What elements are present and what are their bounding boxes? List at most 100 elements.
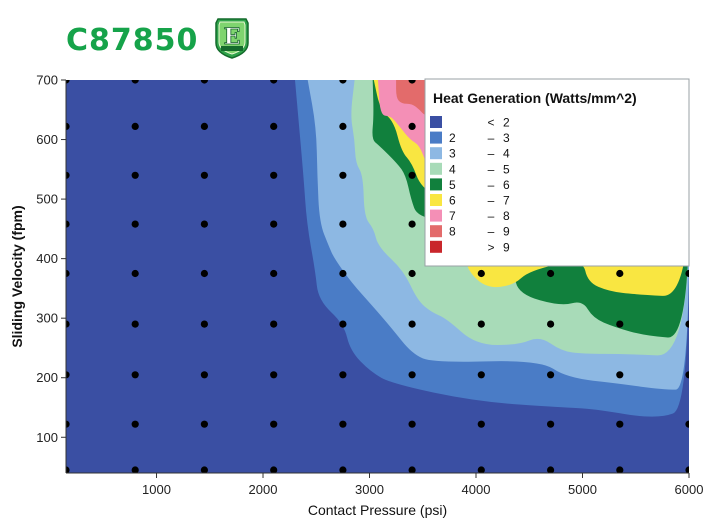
legend-lower-bound: 2 [449,131,456,145]
legend-swatch [430,240,442,253]
brand-name: C87850 [66,23,199,58]
y-axis-title: Sliding Velocity (fpm) [9,205,25,347]
sample-point [66,269,70,278]
y-tick-label: 500 [36,192,58,207]
legend-upper-bound: 9 [503,225,510,239]
sample-point [270,466,278,473]
sample-point [131,171,139,179]
sample-point [339,371,347,379]
x-tick-label: 6000 [675,482,704,497]
legend-swatch [430,147,442,160]
legend-upper-bound: 5 [503,162,510,176]
sample-point [616,371,624,379]
sample-point [477,320,485,328]
sample-point [270,220,278,228]
sample-point [339,466,347,473]
sample-point [200,371,208,379]
sample-point [408,220,416,228]
x-tick-label: 4000 [462,482,491,497]
legend-separator: – [488,194,495,208]
sample-point [66,371,70,379]
y-tick-label: 300 [36,311,58,326]
x-tick-label: 1000 [142,482,171,497]
sample-point [131,269,139,278]
sample-point [408,171,416,179]
legend-swatch [430,194,442,206]
legend-title: Heat Generation (Watts/mm^2) [433,90,637,106]
legend-swatch [430,225,442,238]
sample-point [339,269,347,278]
sample-point [547,320,555,328]
sample-point [339,320,347,328]
sample-point [477,269,485,278]
sample-point [200,466,208,473]
legend-separator: – [488,147,495,161]
y-tick-label: 400 [36,251,58,266]
legend-swatch [430,178,442,191]
legend-lower-bound: 3 [449,147,456,161]
sample-point [685,320,689,328]
legend-upper-bound: 8 [503,209,510,223]
x-tick-label: 2000 [249,482,278,497]
sample-point [339,171,347,179]
sample-point [131,122,139,130]
legend-lower-bound: 5 [449,178,456,192]
legend-lower-bound: 8 [449,225,456,239]
y-tick-label: 200 [36,370,58,385]
sample-point [200,220,208,228]
sample-point [66,122,70,130]
sample-point [408,269,416,278]
sample-point [131,80,139,84]
legend-separator: > [487,240,494,254]
sample-point [616,320,624,328]
sample-point [270,420,278,428]
legend-box [424,78,690,267]
y-tick-label: 600 [36,132,58,147]
brand-header: C87850 E [66,18,252,59]
svg-text:E: E [224,24,241,50]
sample-point [685,371,689,379]
sample-point [66,171,70,179]
sample-point [547,466,555,473]
x-axis-title: Contact Pressure (psi) [308,502,447,518]
sample-point [270,122,278,130]
sample-point [66,320,70,328]
y-tick-label: 700 [36,73,58,88]
sample-point [66,220,70,228]
sample-point [270,80,278,84]
legend-upper-bound: 9 [503,240,510,254]
x-tick-label: 3000 [355,482,384,497]
sample-point [339,420,347,428]
sample-point [339,80,347,84]
sample-point [131,320,139,328]
legend-separator: – [488,209,495,223]
sample-point [547,371,555,379]
sample-point [200,269,208,278]
x-tick-label: 5000 [568,482,597,497]
sample-point [547,420,555,428]
sample-point [131,220,139,228]
sample-point [270,171,278,179]
legend-lower-bound: 4 [449,162,456,176]
sample-point [131,466,139,473]
sample-point [477,371,485,379]
sample-point [616,420,624,428]
sample-point [616,466,624,473]
sample-point [200,171,208,179]
sample-point [270,320,278,328]
sample-point [270,371,278,379]
legend-upper-bound: 2 [503,116,510,130]
sample-point [200,320,208,328]
y-tick-label: 100 [36,430,58,445]
legend-separator: – [488,131,495,145]
sample-point [408,466,416,473]
legend-separator: < [487,116,494,130]
legend-lower-bound: 6 [449,194,456,208]
sample-point [339,122,347,130]
legend-swatch [430,131,442,144]
sample-point [408,420,416,428]
sample-point [685,466,689,473]
sample-point [685,269,689,278]
sample-point [477,466,485,473]
